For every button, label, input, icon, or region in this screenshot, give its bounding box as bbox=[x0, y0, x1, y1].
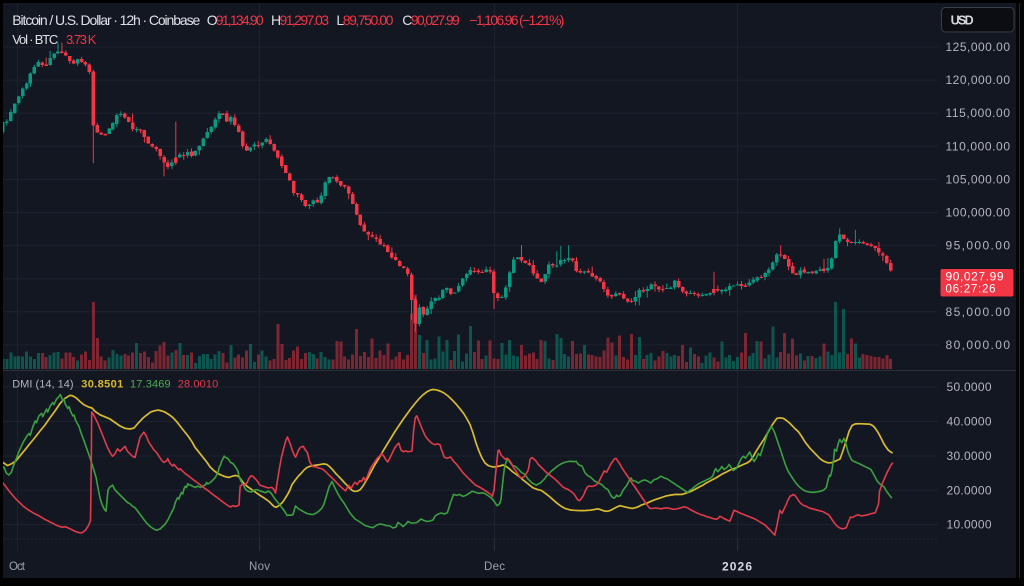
svg-text:30.8501: 30.8501 bbox=[81, 379, 123, 391]
svg-text:40.0000: 40.0000 bbox=[947, 415, 992, 429]
svg-text:30.0000: 30.0000 bbox=[947, 449, 992, 463]
svg-text:−1,106.96 (−1.21%): −1,106.96 (−1.21%) bbox=[469, 12, 564, 28]
svg-text:80,000.00: 80,000.00 bbox=[946, 338, 1011, 352]
svg-text:Dec: Dec bbox=[484, 561, 505, 573]
svg-text:H91,297.03: H91,297.03 bbox=[271, 12, 329, 28]
svg-text:L89,750.00: L89,750.00 bbox=[336, 12, 393, 28]
svg-text:95,000.00: 95,000.00 bbox=[946, 239, 1011, 253]
svg-text:USD: USD bbox=[951, 13, 974, 27]
svg-text:90,027.99: 90,027.99 bbox=[946, 270, 1004, 284]
svg-text:DMI (14, 14): DMI (14, 14) bbox=[12, 379, 73, 391]
svg-text:06:27:26: 06:27:26 bbox=[946, 284, 996, 296]
svg-text:Nov: Nov bbox=[249, 561, 270, 573]
svg-text:115,000.00: 115,000.00 bbox=[946, 106, 1011, 120]
svg-text:Bitcoin / U.S. Dollar · 12h ·: Bitcoin / U.S. Dollar · 12h · Coinbase bbox=[12, 12, 200, 28]
svg-text:Vol · BTC: Vol · BTC bbox=[12, 32, 58, 47]
svg-text:10.0000: 10.0000 bbox=[947, 518, 992, 532]
svg-text:28.0010: 28.0010 bbox=[178, 379, 219, 391]
svg-text:105,000.00: 105,000.00 bbox=[946, 172, 1011, 186]
svg-text:Oct: Oct bbox=[9, 561, 26, 573]
svg-text:3.73 K: 3.73 K bbox=[66, 32, 97, 47]
svg-text:125,000.00: 125,000.00 bbox=[946, 40, 1011, 54]
svg-text:50.0000: 50.0000 bbox=[947, 380, 992, 394]
svg-text:120,000.00: 120,000.00 bbox=[946, 73, 1011, 87]
svg-text:110,000.00: 110,000.00 bbox=[946, 139, 1011, 153]
svg-text:100,000.00: 100,000.00 bbox=[946, 206, 1011, 220]
svg-text:20.0000: 20.0000 bbox=[947, 483, 992, 497]
svg-text:17.3469: 17.3469 bbox=[130, 379, 171, 391]
svg-text:O91,134.90: O91,134.90 bbox=[207, 12, 264, 28]
svg-text:C90,027.99: C90,027.99 bbox=[402, 12, 460, 28]
svg-text:85,000.00: 85,000.00 bbox=[946, 305, 1011, 319]
svg-text:2026: 2026 bbox=[722, 560, 752, 574]
